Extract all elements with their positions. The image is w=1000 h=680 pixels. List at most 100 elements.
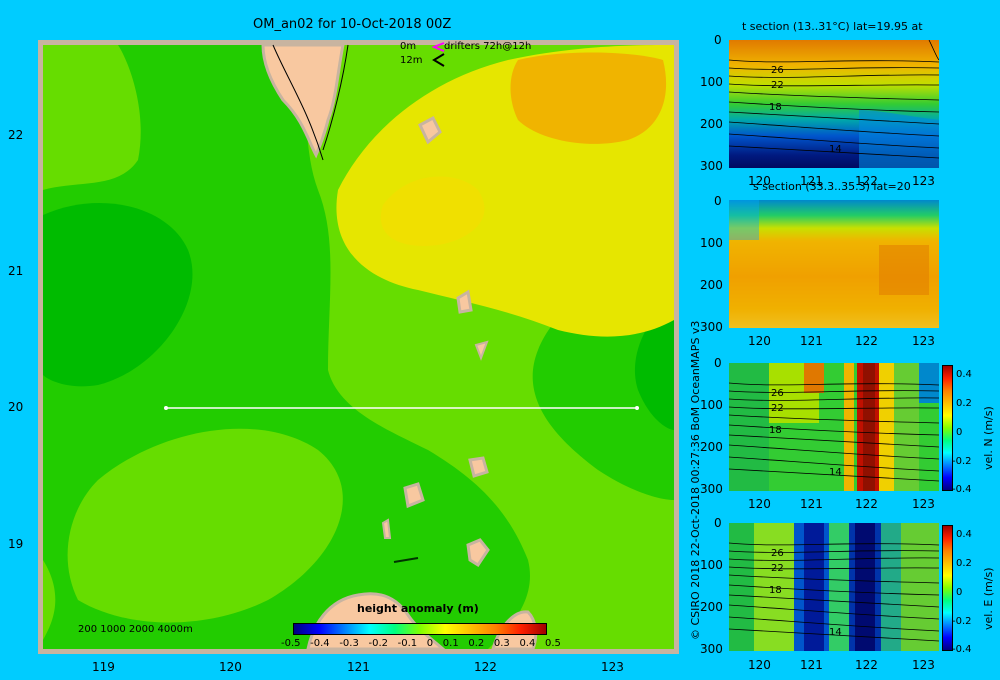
panel-lon-tick: 122 [855,658,878,672]
contour-label: 22 [771,563,784,574]
contour-label: 18 [769,585,782,596]
lon-tick: 121 [347,660,370,674]
island [474,340,489,361]
depth-tick: 0 [714,516,722,530]
vel-tick: 0.2 [956,558,972,569]
panel-lon-tick: 123 [912,334,935,348]
colorbar-tick: -0.1 [397,638,418,649]
panel-lon-tick: 122 [855,334,878,348]
deep-low-east [634,300,674,430]
depth-tick: 300 [700,482,723,496]
colorbar-tick: 0 [426,638,434,649]
depth-tick: 100 [700,558,723,572]
panel-lon-tick: 121 [800,174,823,188]
panel-salt-section [729,200,939,328]
panel-lon-tick: 123 [912,174,935,188]
depth-tick: 0 [714,356,722,370]
contour-label: 26 [771,65,784,76]
contour-label: 26 [771,548,784,559]
panel-lon-tick: 120 [748,174,771,188]
colorbar-tick: -0.5 [281,638,301,649]
depth-tick: 200 [700,440,723,454]
vel-n-label: vel. N (m/s) [982,406,995,470]
max-anomaly-core [510,52,667,144]
vel-tick: -0.2 [952,456,972,467]
lon-tick: 120 [219,660,242,674]
contour-label: 14 [829,627,842,638]
vel-tick: 0.4 [956,369,972,380]
colorbar: height anomaly (m) -0.5 -0.4 -0.3 -0.2 -… [281,601,561,651]
colorbar-tick: 0.5 [544,638,561,649]
legend-0m: 0m [400,41,417,52]
depth-tick: 100 [700,75,723,89]
depth-tick: 0 [714,194,722,208]
contour-label: 18 [769,102,782,113]
vel-e-label: vel. E (m/s) [982,567,995,630]
depth-tick: 300 [700,642,723,656]
lon-tick: 119 [92,660,115,674]
panel-veln-section: 26 22 18 14 [729,363,939,491]
island [456,289,473,314]
vel-tick: 0.4 [956,529,972,540]
contour-label: 26 [771,388,784,399]
land-taiwan [261,43,345,159]
island [403,482,425,509]
land-luzon [306,592,447,651]
drifter-arrow-icon [431,42,445,67]
colorbar-tick: -0.3 [339,638,359,649]
legend-12m: 12m [400,55,423,66]
vel-tick: -0.4 [952,644,972,655]
map-title: OM_an02 for 10-Oct-2018 00Z [253,17,452,32]
vel-tick: -0.4 [952,484,972,495]
depth-tick: 300 [700,159,723,173]
island [466,538,490,568]
panel-lon-tick: 122 [855,497,878,511]
panel-lon-tick: 121 [800,658,823,672]
deep-low-west [43,202,193,387]
island [418,115,442,145]
vel-tick: 0 [956,587,963,598]
island [468,456,489,478]
contour-label: 22 [771,403,784,414]
lon-tick: 123 [601,660,624,674]
lat-tick: 21 [8,264,24,278]
legend-drifters: drifters 72h@12h [444,41,532,52]
depth-tick: 300 [700,320,723,334]
panel-temp-section: 26 22 18 14 [729,40,939,168]
main-map: 0m drifters 72h@12h 12m 200 1000 2000 40… [38,40,679,654]
panel-vele-section: 26 22 18 14 [729,523,939,651]
contour-label: 18 [769,425,782,436]
colorbar-tick: 0.3 [493,638,510,649]
panel-lon-tick: 120 [748,497,771,511]
island [381,518,392,539]
colorbar-tick: -0.4 [310,638,330,649]
lat-tick: 22 [8,128,24,142]
vel-tick: 0 [956,427,963,438]
panel-lon-tick: 121 [800,497,823,511]
depth-tick: 100 [700,398,723,412]
colorbar-tick: -0.2 [368,638,388,649]
contour-label: 22 [771,80,784,91]
panel-lon-tick: 122 [855,174,878,188]
panel-lon-tick: 120 [748,658,771,672]
depth-tick: 200 [700,117,723,131]
lon-tick: 122 [474,660,497,674]
vel-e-colorbar [942,525,953,651]
panel-lon-tick: 120 [748,334,771,348]
depth-tick: 0 [714,33,722,47]
panel-lon-tick: 123 [912,658,935,672]
colorbar-title: height anomaly (m) [357,602,479,615]
contour-label: 14 [829,467,842,478]
panel-salt-title: s section (33.3..35.3) lat=20 [753,180,911,193]
contour-label: 14 [829,144,842,155]
lat-tick: 19 [8,537,24,551]
panel-lon-tick: 121 [800,334,823,348]
depth-tick: 100 [700,236,723,250]
vel-n-colorbar [942,365,953,491]
panel-temp-title: t section (13..31°C) lat=19.95 at [742,20,923,33]
island [393,557,419,563]
depth-tick: 200 [700,278,723,292]
colorbar-scale [293,623,547,635]
lat-tick: 20 [8,400,24,414]
credit-text: © CSIRO 2018 22-Oct-2018 00:27:36 BoM Oc… [689,320,702,640]
